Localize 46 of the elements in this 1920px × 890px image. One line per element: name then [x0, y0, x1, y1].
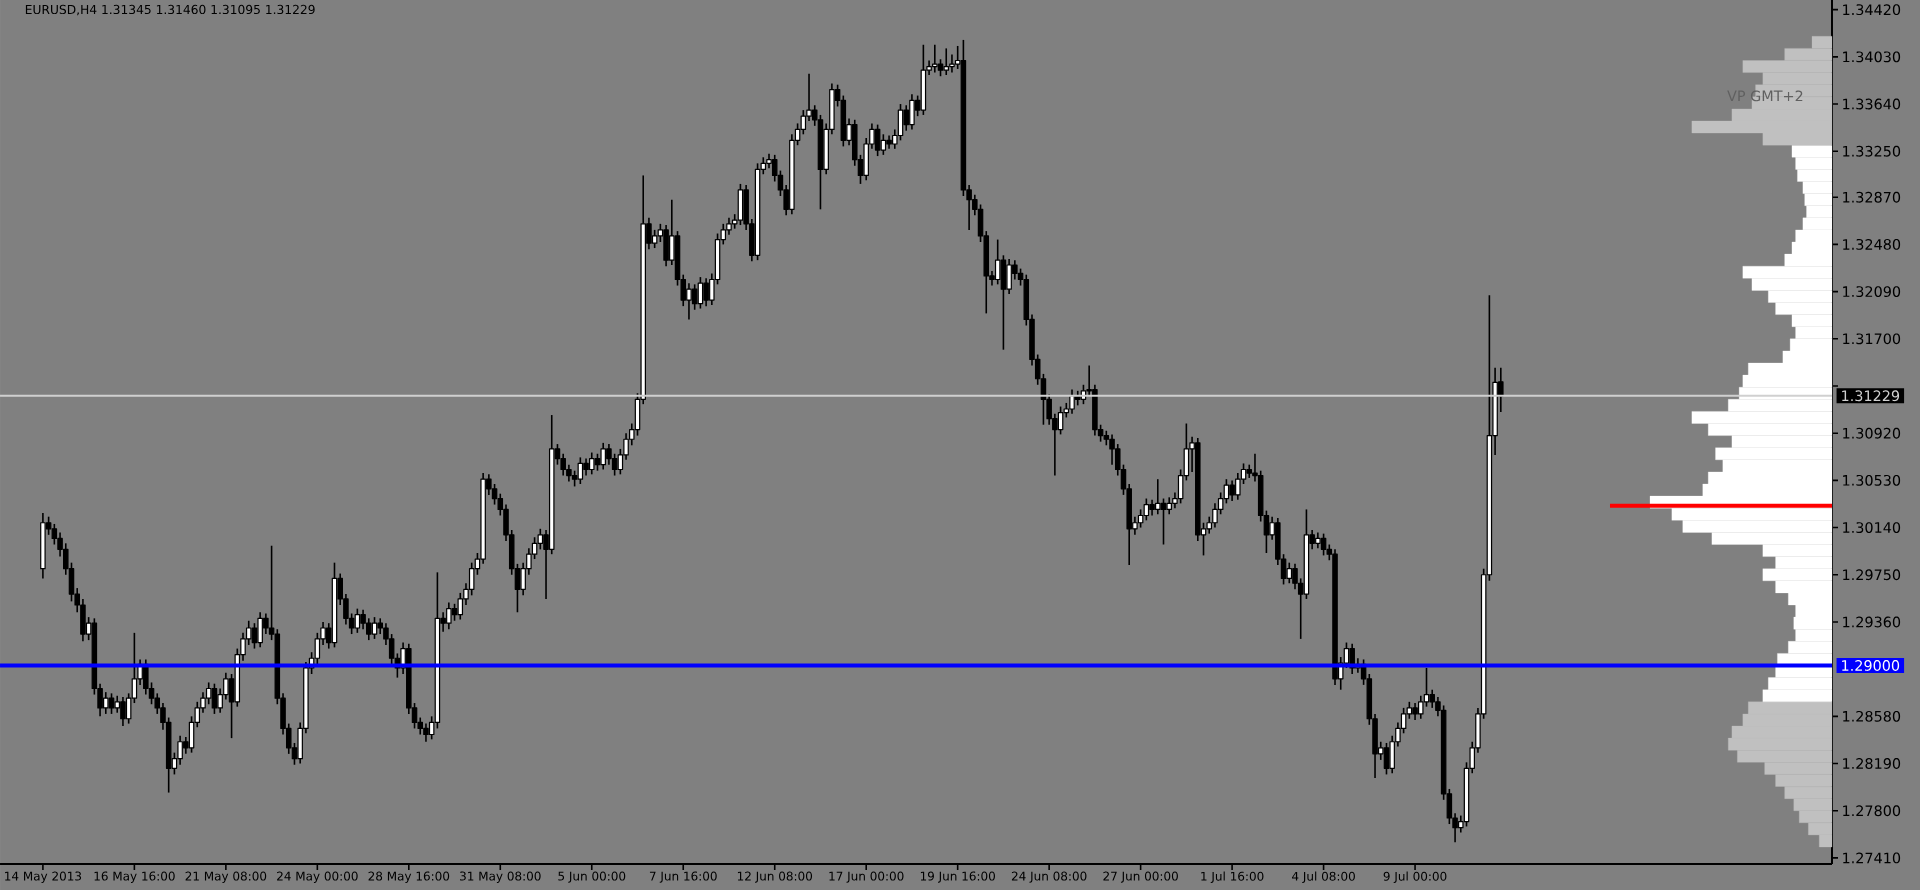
candlestick — [651, 229, 658, 249]
candlestick — [949, 53, 955, 74]
candlestick — [1143, 497, 1150, 522]
candlestick — [703, 277, 709, 307]
candlestick — [1229, 479, 1235, 502]
candlestick — [874, 123, 881, 157]
candlestick — [468, 561, 475, 597]
candlestick — [897, 103, 904, 142]
candlestick — [251, 622, 258, 650]
candlestick — [1320, 532, 1327, 557]
candlestick — [1383, 742, 1390, 776]
candlestick — [354, 607, 361, 634]
candlestick — [211, 682, 218, 715]
candlestick — [577, 456, 584, 485]
candlestick — [611, 452, 618, 477]
candlestick — [909, 93, 915, 131]
candlestick — [920, 43, 927, 116]
candlestick — [737, 183, 744, 226]
candlestick — [108, 692, 115, 715]
candlestick — [1160, 497, 1167, 546]
candlestick — [537, 527, 544, 551]
candlestick — [177, 734, 183, 766]
candlestick — [1155, 478, 1161, 516]
candlestick — [371, 616, 378, 640]
candlestick — [120, 696, 126, 727]
candlestick — [943, 47, 950, 76]
candlestick — [1286, 561, 1293, 585]
candlestick — [588, 451, 595, 476]
candlestick — [1429, 688, 1435, 709]
candlestick — [257, 611, 263, 649]
candlestick — [994, 238, 1001, 286]
candlestick — [932, 43, 938, 74]
candlestick — [560, 452, 566, 477]
candlestick — [686, 282, 692, 321]
candlestick — [205, 681, 212, 706]
candlestick — [40, 512, 46, 580]
candlestick — [697, 276, 704, 310]
candlestick — [1069, 388, 1075, 415]
candlestick — [103, 691, 109, 715]
candlestick — [903, 104, 909, 132]
candlestick — [446, 601, 452, 631]
candlestick — [880, 133, 887, 156]
candlestick — [366, 617, 372, 641]
candlestick — [423, 722, 429, 743]
candlestick — [1006, 258, 1012, 295]
candlestick — [600, 442, 606, 471]
